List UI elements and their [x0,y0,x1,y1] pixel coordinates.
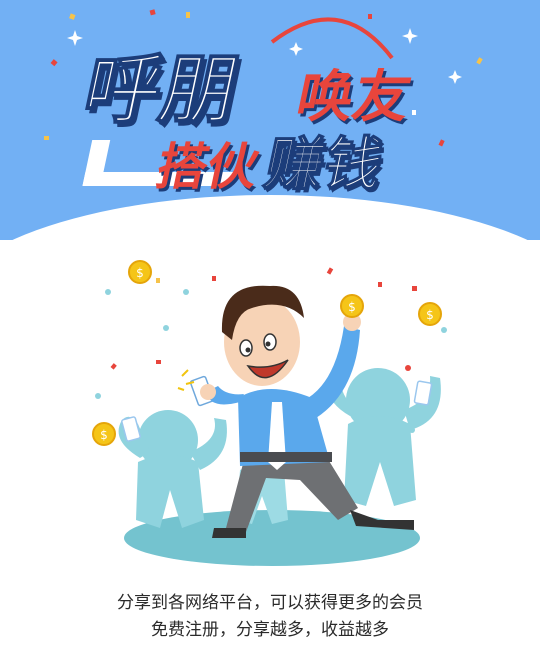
title-line2-white-shadow: 赚钱 [261,134,391,201]
background-figure-right [328,368,441,506]
ground-shadow [124,510,420,566]
svg-text:$: $ [426,308,434,322]
title-line2-red: 搭伙 [151,138,264,196]
scene-confetti [95,267,447,433]
illustration: $ $ $ $ [92,260,447,566]
title-graphic: 呼朋 呼朋 唤友 唤友 搭伙 搭伙 赚钱 赚钱 [44,9,483,201]
title-line1-white-shadow: 呼朋 [79,51,250,139]
svg-text:$: $ [100,428,108,442]
confetti-icon [44,9,483,150]
title-underline-bar [82,172,236,186]
sparkle-icon [67,28,462,84]
caption-line-1: 分享到各网络平台，可以获得更多的会员 [117,593,423,613]
title-line1-red: 唤友 [291,65,417,130]
caption: 分享到各网络平台，可以获得更多的会员 免费注册，分享越多，收益越多 [0,590,540,644]
coin-icon: $ $ $ $ [92,260,442,446]
title-line2-white: 赚钱 [259,131,389,198]
title-line1-red-shadow: 唤友 [293,68,419,133]
svg-text:$: $ [136,266,144,280]
title-line2-red-shadow: 搭伙 [154,141,267,199]
title-line1-white: 呼朋 [76,47,247,135]
red-arc-decoration [270,17,394,60]
svg-text:$: $ [348,300,356,314]
background-figure-left [118,410,227,528]
caption-line-2: 免费注册，分享越多，收益越多 [151,620,389,640]
main-character [177,285,414,538]
